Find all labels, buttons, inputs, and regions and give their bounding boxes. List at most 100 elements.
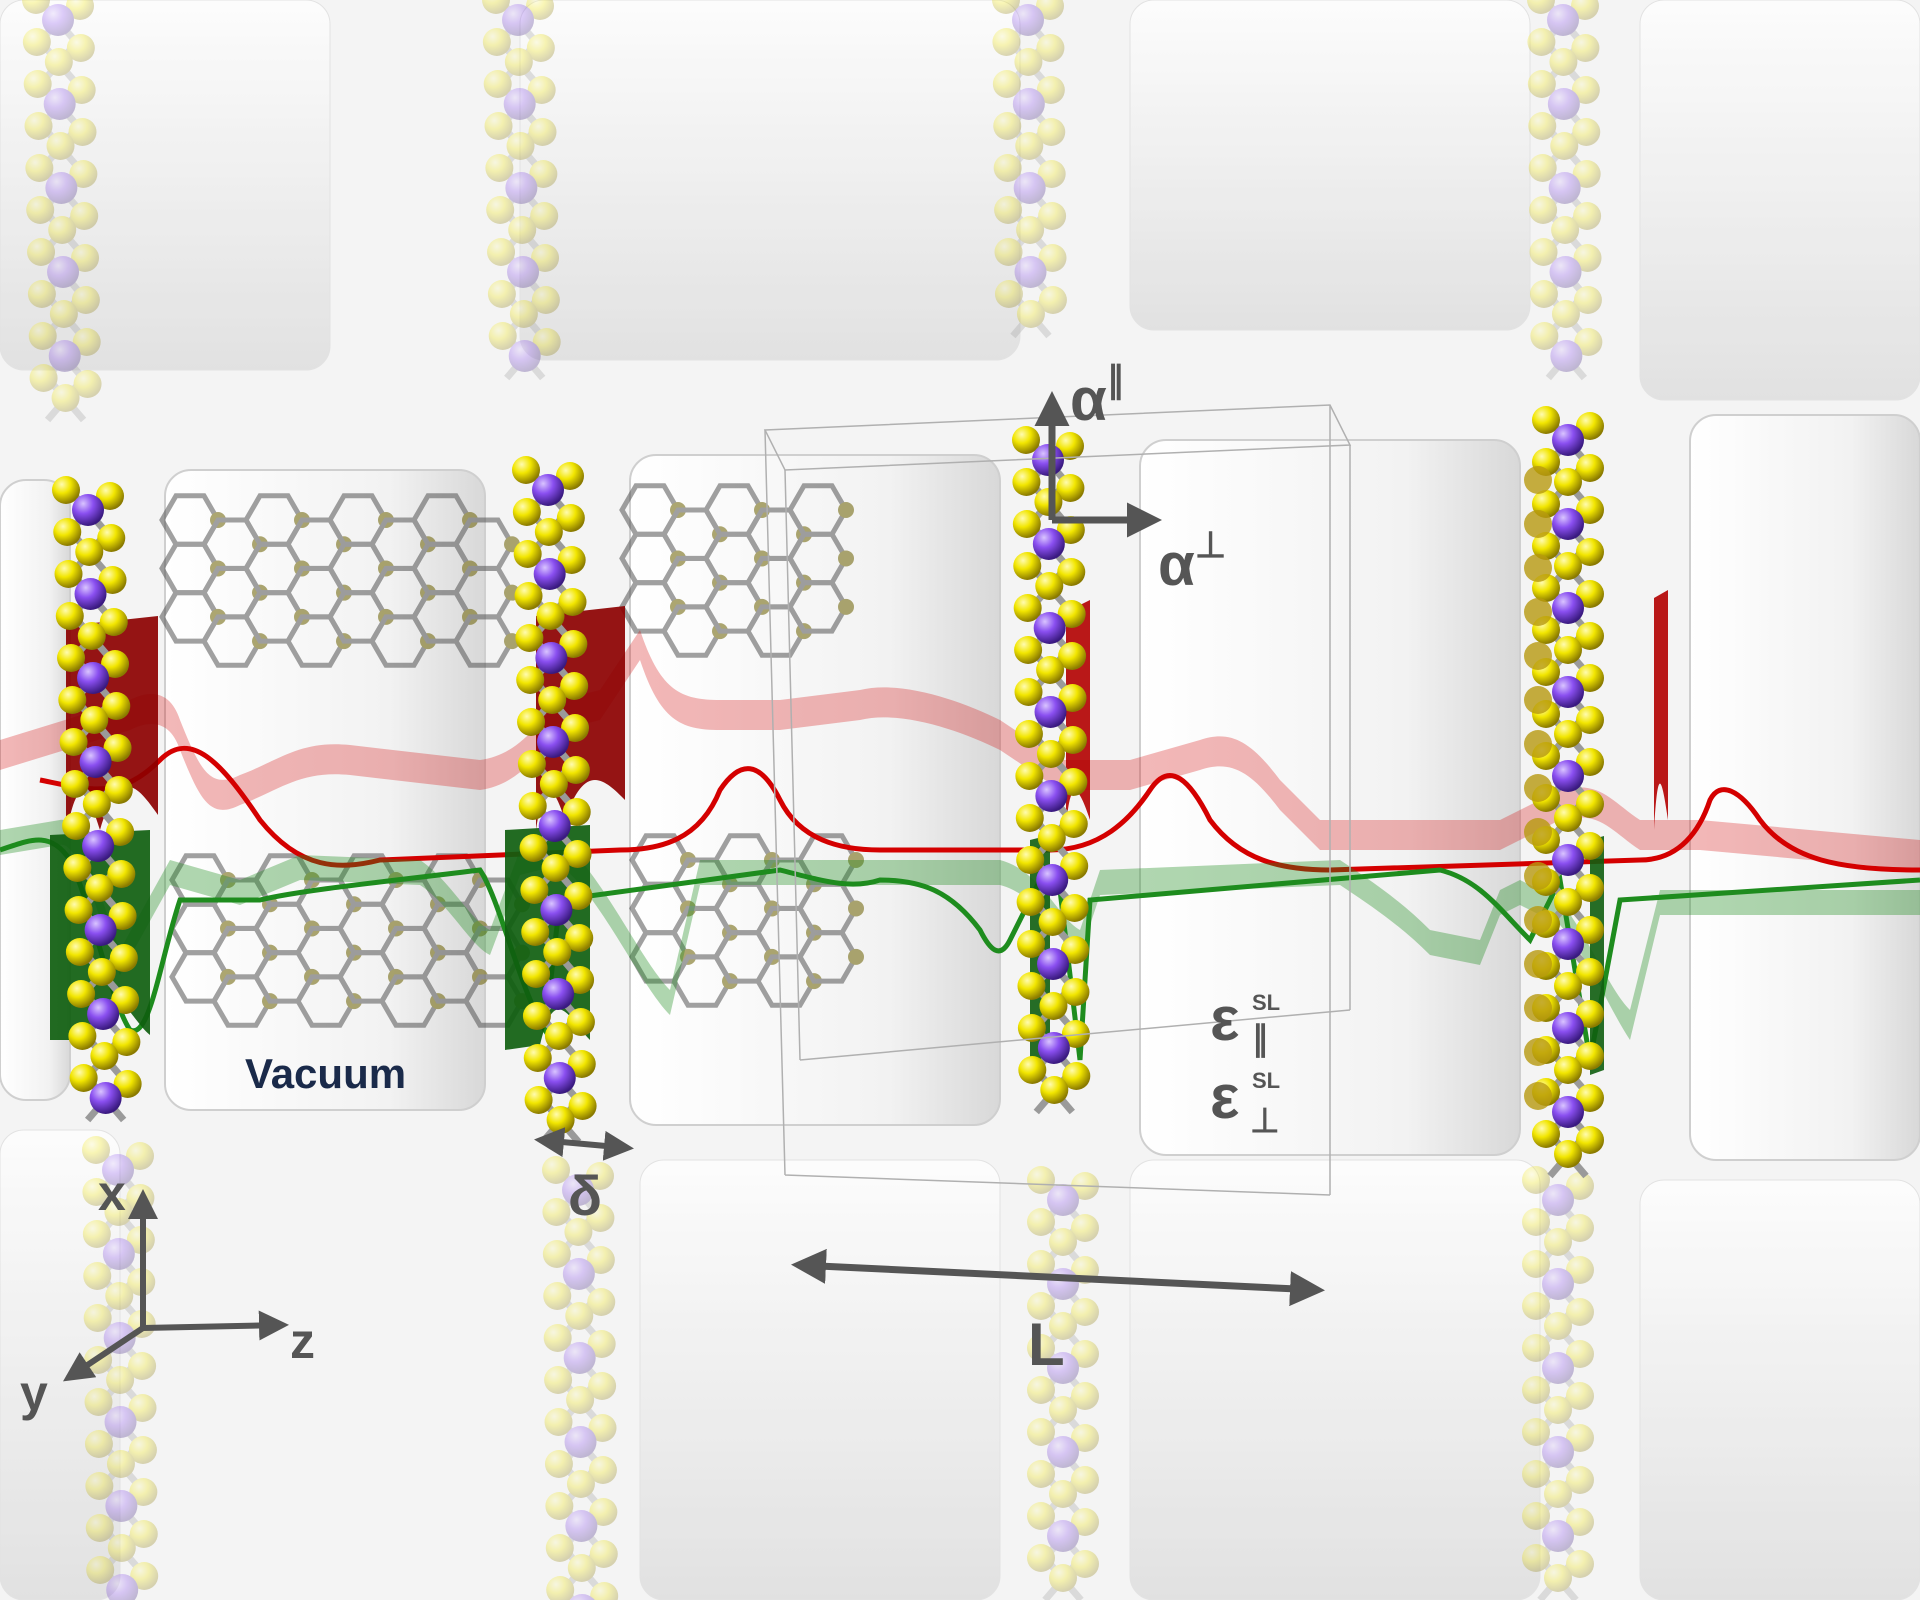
metal-atom [1549, 256, 1582, 288]
metal-atom [1552, 928, 1584, 960]
metal-atom [84, 914, 117, 946]
sulfur-atom [1062, 1062, 1091, 1090]
sulfur-atom [520, 876, 549, 904]
lattice-atom [848, 948, 864, 965]
sulfur-atom [29, 364, 58, 392]
sulfur-atom [1527, 70, 1556, 98]
sulfur-atom [992, 70, 1021, 98]
z-axis-arrow [142, 1310, 289, 1341]
sulfur-atom [544, 1450, 573, 1478]
y-axis-label: y [20, 1365, 48, 1421]
sulfur-atom [1015, 132, 1044, 160]
sulfur-atom [1566, 1508, 1594, 1536]
sulfur-atom [1036, 656, 1065, 684]
sulfur-atom [516, 666, 545, 694]
sulfur-atom [561, 714, 590, 742]
sulfur-atom [562, 798, 591, 826]
sulfur-atom [517, 750, 546, 778]
x-axis-label: x [98, 1165, 126, 1221]
sulfur-atom [541, 854, 570, 882]
sulfur-atom [567, 1554, 596, 1582]
sulfur-atom [1061, 1020, 1090, 1048]
sulfur-atom [1566, 1424, 1594, 1452]
metal-atom [563, 1342, 596, 1374]
metal-atom [1012, 4, 1044, 36]
sulfur-atom [1036, 34, 1065, 62]
metal-atom [1013, 172, 1046, 204]
sulfur-atom [1527, 28, 1556, 56]
sulfur-atom [1554, 888, 1582, 916]
sulfur-atom [104, 776, 133, 804]
metal-atom [43, 88, 76, 120]
sulfur-atom [1528, 154, 1557, 182]
sulfur-atom [1566, 1382, 1594, 1410]
sulfur-atom [566, 1008, 595, 1036]
sulfur-atom [589, 1540, 618, 1568]
sulfur-atom [482, 0, 510, 14]
sulfur-atom [1554, 552, 1582, 580]
faded-layer [542, 1156, 619, 1600]
sulfur-atom [586, 1204, 615, 1232]
metal-atom [1542, 1436, 1574, 1468]
lattice-atom [848, 900, 864, 917]
sulfur-atom [1566, 1298, 1594, 1326]
sulfur-atom [1049, 1312, 1077, 1340]
metal-atom [1542, 1520, 1574, 1552]
sulfur-atom [51, 384, 80, 412]
sulfur-atom [68, 1022, 97, 1050]
sulfur-atom [1037, 118, 1066, 146]
sulfur-atom [1576, 916, 1604, 944]
layer-4 [1532, 406, 1604, 1179]
metal-atom [42, 4, 74, 36]
sulfur-atom-back [1524, 862, 1552, 890]
sulfur-atom [529, 160, 558, 188]
sulfur-atom [97, 524, 126, 552]
sulfur-atom [1017, 930, 1046, 958]
sulfur-atom [73, 370, 102, 398]
sulfur-atom [1057, 558, 1086, 586]
sulfur-atom [521, 918, 550, 946]
sulfur-atom [527, 76, 556, 104]
sulfur-atom [994, 238, 1023, 266]
sulfur-atom [57, 644, 86, 672]
sulfur-atom [994, 196, 1023, 224]
sulfur-atom [90, 1042, 119, 1070]
sulfur-atom [46, 132, 75, 160]
sulfur-atom [104, 1198, 133, 1226]
alpha-parallel-label: α∥ [1070, 359, 1125, 433]
metal-atom [564, 1426, 597, 1458]
sulfur-atom [514, 582, 543, 610]
sulfur-atom [1027, 1376, 1055, 1404]
sulfur-atom [523, 1044, 552, 1072]
sulfur-atom [486, 196, 515, 224]
layer-1 [52, 476, 142, 1123]
sulfur-atom [1058, 684, 1087, 712]
sulfur-atom [1014, 48, 1043, 76]
sulfur-atom-back [1524, 686, 1552, 714]
sulfur-atom [126, 1142, 154, 1170]
lattice-atom [838, 598, 854, 615]
sulfur-atom [48, 216, 77, 244]
metal-atom [542, 978, 575, 1010]
metal-atom [1542, 1268, 1574, 1300]
lattice-hexagon [797, 930, 859, 984]
sulfur-atom [1057, 600, 1086, 628]
sulfur-atom [1522, 1334, 1550, 1362]
sulfur-atom [1573, 202, 1602, 230]
sulfur-atom [111, 986, 140, 1014]
sulfur-atom [98, 566, 127, 594]
sulfur-atom [1576, 1084, 1604, 1112]
sulfur-atom [1522, 1292, 1550, 1320]
vacuum-label: Vacuum [245, 1050, 406, 1097]
sulfur-atom [1573, 244, 1602, 272]
sulfur-atom [513, 540, 542, 568]
sulfur-atom [113, 1070, 142, 1098]
sulfur-atom [52, 476, 80, 504]
sulfur-atom [1566, 1340, 1594, 1368]
sulfur-atom [487, 280, 516, 308]
lattice-atom [838, 502, 854, 518]
vacuum-box [164, 469, 486, 1111]
metal-atom [1547, 88, 1580, 120]
sulfur-atom [103, 734, 132, 762]
sulfur-atom [1554, 468, 1582, 496]
